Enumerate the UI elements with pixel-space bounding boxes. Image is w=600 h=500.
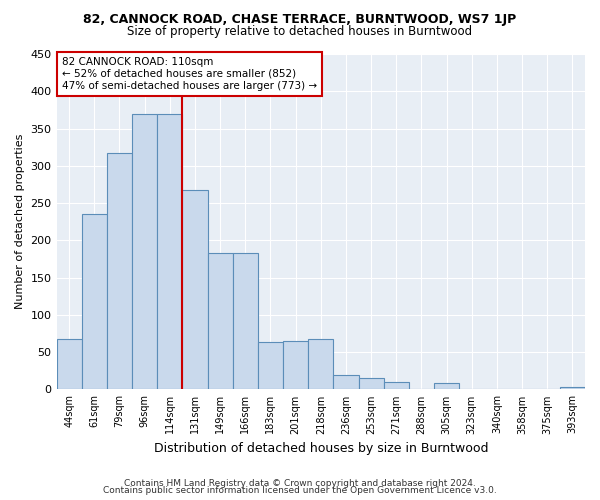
- Bar: [383, 382, 409, 390]
- Bar: [560, 387, 585, 390]
- Bar: [359, 378, 383, 390]
- Text: Size of property relative to detached houses in Burntwood: Size of property relative to detached ho…: [127, 25, 473, 38]
- Bar: [56, 338, 82, 390]
- Bar: [107, 153, 132, 390]
- Bar: [182, 190, 208, 390]
- Bar: [157, 114, 182, 390]
- Bar: [233, 253, 258, 390]
- Text: 82, CANNOCK ROAD, CHASE TERRACE, BURNTWOOD, WS7 1JP: 82, CANNOCK ROAD, CHASE TERRACE, BURNTWO…: [83, 12, 517, 26]
- Bar: [334, 374, 359, 390]
- Text: 82 CANNOCK ROAD: 110sqm
← 52% of detached houses are smaller (852)
47% of semi-d: 82 CANNOCK ROAD: 110sqm ← 52% of detache…: [62, 58, 317, 90]
- Y-axis label: Number of detached properties: Number of detached properties: [15, 134, 25, 310]
- Bar: [283, 341, 308, 390]
- Bar: [434, 384, 459, 390]
- X-axis label: Distribution of detached houses by size in Burntwood: Distribution of detached houses by size …: [154, 442, 488, 455]
- Bar: [308, 340, 334, 390]
- Text: Contains HM Land Registry data © Crown copyright and database right 2024.: Contains HM Land Registry data © Crown c…: [124, 478, 476, 488]
- Bar: [132, 114, 157, 390]
- Bar: [208, 253, 233, 390]
- Text: Contains public sector information licensed under the Open Government Licence v3: Contains public sector information licen…: [103, 486, 497, 495]
- Bar: [258, 342, 283, 390]
- Bar: [82, 214, 107, 390]
